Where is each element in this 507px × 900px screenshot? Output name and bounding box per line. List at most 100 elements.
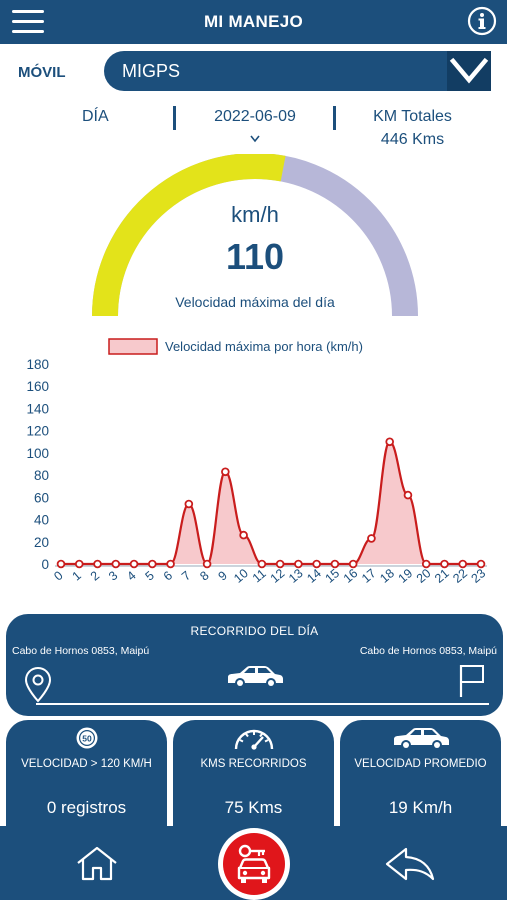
data-point <box>421 559 431 569</box>
x-tick-label: 14 <box>304 566 324 586</box>
x-tick-label: 16 <box>341 566 361 586</box>
data-point <box>56 559 66 569</box>
x-tick-label: 9 <box>216 568 230 583</box>
date-selector[interactable]: 2022-06-09 <box>214 108 296 125</box>
data-point <box>184 499 194 509</box>
y-tick-label: 140 <box>26 401 49 416</box>
car-icon <box>340 726 501 752</box>
x-tick-label: 22 <box>450 566 470 586</box>
legend-swatch <box>108 338 158 355</box>
vehicle-select[interactable]: MIGPS <box>104 51 491 91</box>
y-tick-label: 20 <box>34 535 49 550</box>
speedometer-icon <box>173 726 334 752</box>
y-tick-label: 40 <box>34 513 49 528</box>
gauge-fill <box>92 154 286 317</box>
legend-label: Velocidad máxima por hora (km/h) <box>165 339 363 354</box>
divider <box>173 106 176 130</box>
y-tick-label: 120 <box>26 424 49 439</box>
x-tick-label: 2 <box>88 568 102 583</box>
chevron-down-icon[interactable] <box>249 130 261 148</box>
data-point <box>257 559 267 569</box>
route-line <box>36 703 489 705</box>
finish-flag-icon <box>457 663 487 704</box>
day-label: DÍA <box>82 108 109 125</box>
km-total-label: KM Totales <box>373 108 452 125</box>
y-tick-label: 160 <box>26 379 49 394</box>
x-tick-label: 1 <box>70 568 84 583</box>
data-point <box>111 559 121 569</box>
x-tick-label: 8 <box>197 568 211 583</box>
x-tick-label: 4 <box>124 568 138 583</box>
x-tick-label: 17 <box>359 566 379 586</box>
data-point <box>294 559 303 569</box>
stat-value: 19 Km/h <box>388 798 453 817</box>
data-point <box>166 559 175 569</box>
stat-value: 0 registros <box>46 798 127 817</box>
x-tick-label: 6 <box>161 568 175 583</box>
stat-card-avg-speed[interactable]: VELOCIDAD PROMEDIO 19 Km/h <box>340 720 501 840</box>
data-point <box>385 437 394 447</box>
data-point <box>202 559 212 569</box>
stat-label: VELOCIDAD PROMEDIO <box>354 758 487 770</box>
x-tick-label: 15 <box>323 566 343 586</box>
route-card[interactable]: RECORRIDO DEL DÍA Cabo de Hornos 0853, M… <box>6 614 503 716</box>
data-point <box>93 559 102 569</box>
data-point <box>221 467 230 477</box>
x-tick-label: 10 <box>231 566 251 586</box>
y-tick-label: 100 <box>26 446 49 461</box>
stat-value: 75 Kms <box>224 798 283 817</box>
y-tick-label: 0 <box>41 557 49 572</box>
gauge-value: 110 <box>225 236 285 277</box>
route-origin: Cabo de Hornos 0853, Maipú <box>12 645 150 657</box>
data-point <box>440 559 449 569</box>
y-tick-label: 180 <box>26 357 49 372</box>
data-point <box>476 559 486 569</box>
speed-gauge <box>92 154 418 317</box>
chevron-down-icon[interactable] <box>447 51 491 91</box>
x-tick-label: 21 <box>432 566 452 586</box>
data-point <box>330 559 340 569</box>
car-key-icon <box>237 844 271 883</box>
bottom-nav <box>0 826 507 900</box>
speed-limit-50-icon: 50 <box>6 726 167 750</box>
home-icon[interactable] <box>74 846 120 887</box>
stat-label: VELOCIDAD > 120 KM/H <box>21 758 152 770</box>
data-point <box>129 559 139 569</box>
x-tick-label: 3 <box>106 568 120 583</box>
data-point <box>348 559 358 569</box>
vehicle-select-value: MIGPS <box>122 61 181 81</box>
car-icon <box>224 664 286 695</box>
data-point <box>458 559 468 569</box>
menu-icon[interactable] <box>12 8 44 36</box>
divider <box>333 106 336 130</box>
data-point <box>275 559 285 569</box>
stat-card-distance[interactable]: KMS RECORRIDOS 75 Kms <box>173 720 334 840</box>
x-tick-label: 19 <box>396 566 416 586</box>
x-tick-label: 20 <box>414 566 434 586</box>
stat-card-speeding[interactable]: 50 VELOCIDAD > 120 KM/H 0 registros <box>6 720 167 840</box>
data-point <box>148 559 157 569</box>
location-pin-icon <box>24 666 52 709</box>
route-title: RECORRIDO DEL DÍA <box>190 624 319 638</box>
x-tick-label: 11 <box>250 566 269 585</box>
x-tick-label: 12 <box>268 566 288 586</box>
km-total-value: 446 Kms <box>380 131 445 148</box>
hourly-speed-chart: Velocidad máxima por hora (km/h)02040608… <box>26 338 489 586</box>
data-point <box>74 559 84 569</box>
vehicle-label: MÓVIL <box>18 64 66 81</box>
speed-limit-badge: 50 <box>82 733 92 743</box>
top-bar: MI MANEJO <box>0 0 507 44</box>
stat-label: KMS RECORRIDOS <box>200 758 307 770</box>
x-tick-label: 7 <box>179 568 193 583</box>
gauge-unit: km/h <box>231 202 279 227</box>
data-point <box>239 530 248 540</box>
x-tick-label: 23 <box>469 566 489 586</box>
page-title: MI MANEJO <box>203 12 304 31</box>
info-icon[interactable] <box>467 6 497 36</box>
my-driving-button[interactable] <box>218 828 290 900</box>
back-arrow-icon[interactable] <box>384 846 436 887</box>
y-tick-label: 80 <box>34 468 49 483</box>
info-row: DÍA 2022-06-09 KM Totales 446 Kms <box>0 104 507 152</box>
gauge-caption: Velocidad máxima del día <box>175 294 335 310</box>
